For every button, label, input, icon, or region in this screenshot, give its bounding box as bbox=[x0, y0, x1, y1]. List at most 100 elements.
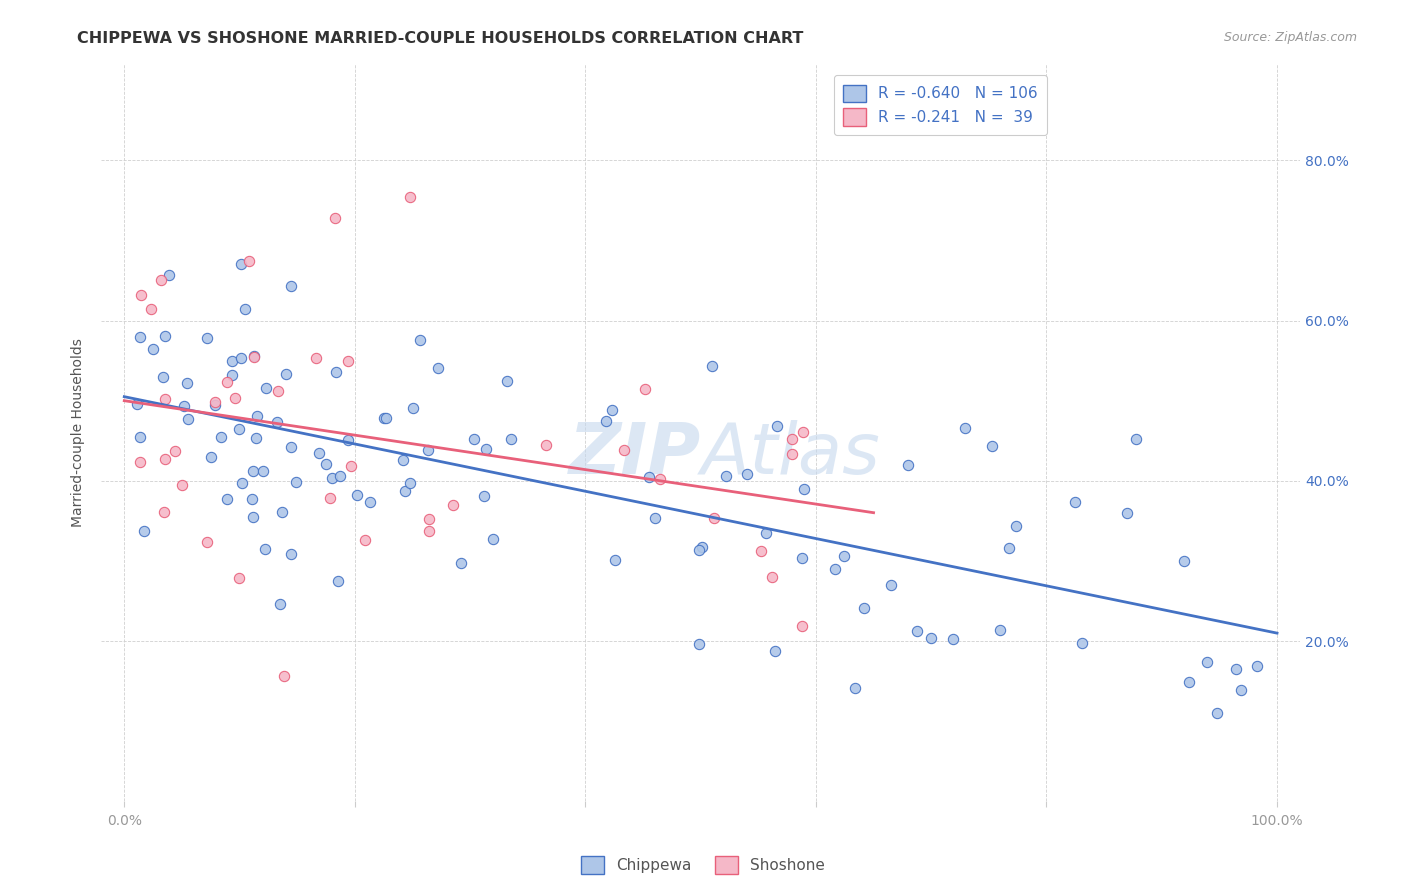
Point bbox=[269, 597, 291, 611]
Point bbox=[152, 370, 174, 384]
Point bbox=[766, 419, 789, 434]
Point bbox=[128, 430, 150, 444]
Point bbox=[824, 561, 846, 575]
Point bbox=[153, 452, 176, 467]
Point bbox=[253, 542, 276, 557]
Point bbox=[638, 469, 661, 483]
Point bbox=[998, 541, 1021, 555]
Point bbox=[231, 257, 253, 271]
Point bbox=[735, 467, 758, 482]
Point bbox=[1225, 662, 1247, 676]
Point bbox=[1063, 494, 1085, 508]
Point bbox=[242, 349, 264, 363]
Point bbox=[336, 433, 359, 447]
Point bbox=[374, 410, 396, 425]
Point bbox=[129, 455, 152, 469]
Point bbox=[394, 483, 416, 498]
Point bbox=[463, 432, 485, 446]
Point bbox=[1195, 655, 1218, 669]
Point bbox=[1070, 636, 1092, 650]
Point bbox=[418, 443, 440, 458]
Point bbox=[315, 457, 337, 471]
Point bbox=[595, 414, 617, 428]
Point bbox=[634, 382, 657, 396]
Point bbox=[221, 354, 243, 368]
Point bbox=[905, 624, 928, 638]
Point bbox=[1246, 658, 1268, 673]
Point bbox=[399, 476, 422, 491]
Point bbox=[853, 601, 876, 615]
Point bbox=[603, 553, 626, 567]
Point bbox=[688, 637, 710, 651]
Point bbox=[221, 368, 243, 382]
Point bbox=[1178, 674, 1201, 689]
Text: CHIPPEWA VS SHOSHONE MARRIED-COUPLE HOUSEHOLDS CORRELATION CHART: CHIPPEWA VS SHOSHONE MARRIED-COUPLE HOUS… bbox=[77, 31, 804, 46]
Point bbox=[337, 354, 360, 368]
Point bbox=[897, 458, 920, 472]
Point bbox=[392, 453, 415, 467]
Point bbox=[139, 301, 162, 316]
Point bbox=[1115, 507, 1137, 521]
Point bbox=[346, 488, 368, 502]
Point bbox=[280, 279, 302, 293]
Point bbox=[157, 268, 180, 283]
Point bbox=[450, 556, 472, 570]
Point bbox=[418, 524, 440, 538]
Point bbox=[243, 350, 266, 364]
Point bbox=[650, 472, 672, 486]
Point bbox=[844, 681, 866, 695]
Point bbox=[267, 384, 290, 398]
Point bbox=[1005, 519, 1028, 533]
Point bbox=[714, 469, 737, 483]
Point bbox=[319, 491, 342, 506]
Point bbox=[266, 416, 288, 430]
Point bbox=[359, 494, 381, 508]
Point bbox=[602, 402, 624, 417]
Point bbox=[472, 489, 495, 503]
Point bbox=[170, 478, 193, 492]
Point bbox=[231, 475, 253, 490]
Point bbox=[195, 535, 218, 549]
Point bbox=[399, 190, 422, 204]
Point bbox=[790, 550, 813, 565]
Point bbox=[274, 368, 297, 382]
Point bbox=[209, 430, 232, 444]
Point bbox=[441, 498, 464, 512]
Point bbox=[1125, 432, 1147, 446]
Point bbox=[228, 422, 250, 436]
Point bbox=[981, 439, 1004, 453]
Point bbox=[204, 395, 226, 409]
Point bbox=[702, 359, 724, 373]
Point bbox=[496, 374, 519, 388]
Point bbox=[127, 397, 149, 411]
Point bbox=[688, 542, 710, 557]
Point bbox=[270, 504, 292, 518]
Legend: R = -0.640   N = 106, R = -0.241   N =  39: R = -0.640 N = 106, R = -0.241 N = 39 bbox=[834, 76, 1046, 135]
Point bbox=[644, 511, 666, 525]
Text: Source: ZipAtlas.com: Source: ZipAtlas.com bbox=[1223, 31, 1357, 45]
Point bbox=[354, 533, 377, 547]
Point bbox=[224, 392, 246, 406]
Point bbox=[763, 644, 786, 658]
Point bbox=[953, 421, 976, 435]
Point bbox=[702, 511, 724, 525]
Point bbox=[339, 459, 361, 474]
Point bbox=[329, 469, 352, 483]
Point bbox=[228, 571, 250, 585]
Point bbox=[328, 574, 350, 589]
Y-axis label: Married-couple Households: Married-couple Households bbox=[72, 338, 86, 527]
Point bbox=[1173, 554, 1195, 568]
Point bbox=[988, 623, 1011, 637]
Point bbox=[780, 432, 803, 446]
Point bbox=[832, 549, 855, 564]
Point bbox=[941, 632, 963, 646]
Point bbox=[273, 669, 295, 683]
Point bbox=[323, 211, 346, 225]
Point bbox=[754, 526, 776, 541]
Point bbox=[418, 512, 440, 526]
Point bbox=[246, 409, 269, 423]
Point bbox=[613, 442, 636, 457]
Point bbox=[217, 376, 239, 390]
Text: Atlas: Atlas bbox=[700, 420, 880, 490]
Text: ZIP: ZIP bbox=[568, 420, 700, 490]
